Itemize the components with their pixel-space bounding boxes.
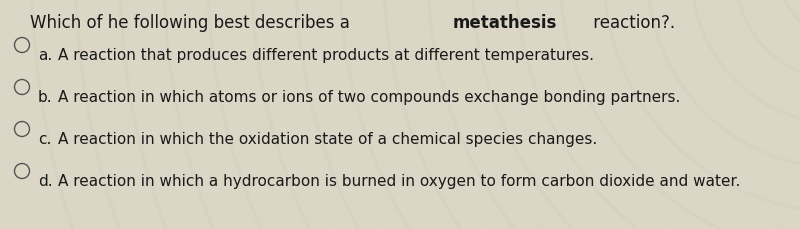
Text: A reaction in which a hydrocarbon is burned in oxygen to form carbon dioxide and: A reaction in which a hydrocarbon is bur… <box>58 173 740 188</box>
Text: b.: b. <box>38 90 53 105</box>
Text: A reaction in which the oxidation state of a chemical species changes.: A reaction in which the oxidation state … <box>58 131 598 146</box>
Text: a.: a. <box>38 48 52 63</box>
Text: c.: c. <box>38 131 51 146</box>
Text: metathesis: metathesis <box>452 14 557 32</box>
Text: A reaction in which atoms or ions of two compounds exchange bonding partners.: A reaction in which atoms or ions of two… <box>58 90 680 105</box>
Text: reaction?.: reaction?. <box>588 14 675 32</box>
Text: d.: d. <box>38 173 53 188</box>
Text: Which of he following best describes a: Which of he following best describes a <box>30 14 355 32</box>
Text: A reaction that produces different products at different temperatures.: A reaction that produces different produ… <box>58 48 594 63</box>
